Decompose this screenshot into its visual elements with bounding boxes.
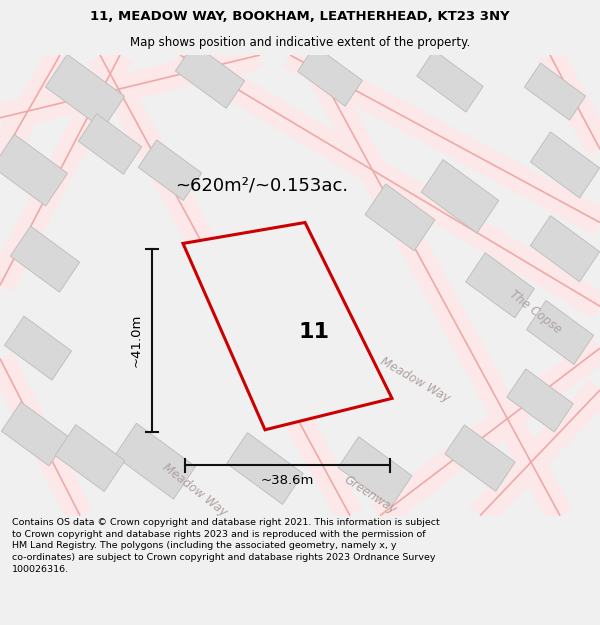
Polygon shape (445, 425, 515, 491)
Polygon shape (227, 432, 303, 504)
Polygon shape (10, 226, 80, 292)
Polygon shape (526, 301, 593, 364)
Text: Meadow Way: Meadow Way (378, 354, 452, 404)
Polygon shape (530, 216, 599, 282)
Polygon shape (365, 184, 435, 251)
Text: Map shows position and indicative extent of the property.: Map shows position and indicative extent… (130, 36, 470, 49)
Polygon shape (55, 424, 125, 491)
Polygon shape (298, 46, 362, 106)
Text: ~620m²/~0.153ac.: ~620m²/~0.153ac. (175, 177, 348, 195)
Text: ~38.6m: ~38.6m (261, 474, 314, 487)
Polygon shape (421, 159, 499, 233)
Polygon shape (0, 134, 68, 206)
Polygon shape (183, 222, 392, 430)
Polygon shape (175, 44, 245, 108)
Text: ~41.0m: ~41.0m (130, 314, 143, 367)
Polygon shape (115, 423, 196, 499)
Polygon shape (507, 369, 573, 432)
Polygon shape (1, 402, 68, 466)
Polygon shape (524, 63, 586, 120)
Text: Greenway: Greenway (341, 473, 398, 516)
Polygon shape (417, 50, 483, 112)
Polygon shape (530, 132, 599, 198)
Text: 11, MEADOW WAY, BOOKHAM, LEATHERHEAD, KT23 3NY: 11, MEADOW WAY, BOOKHAM, LEATHERHEAD, KT… (90, 10, 510, 23)
Text: Contains OS data © Crown copyright and database right 2021. This information is : Contains OS data © Crown copyright and d… (12, 518, 440, 574)
Text: The Copse: The Copse (506, 288, 563, 336)
Polygon shape (338, 437, 412, 507)
Polygon shape (466, 253, 535, 318)
Polygon shape (78, 114, 142, 174)
Polygon shape (138, 140, 202, 201)
Text: 11: 11 (299, 322, 330, 342)
Text: Meadow Way: Meadow Way (160, 461, 230, 519)
Polygon shape (46, 54, 125, 129)
Polygon shape (4, 316, 71, 380)
